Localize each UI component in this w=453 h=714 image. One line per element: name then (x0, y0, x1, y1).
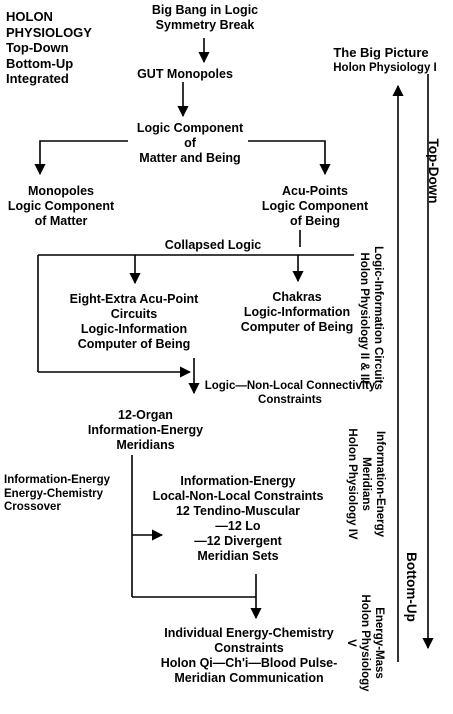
big-picture-label: The Big Picture (333, 45, 429, 60)
node-big-bang: Big Bang in Logic Symmetry Break (151, 3, 259, 32)
meridians-side-label: Information-Energy Meridians Holon Physi… (346, 428, 386, 540)
node-acu-points: Acu-Points Logic Component of Being (261, 184, 369, 228)
node-12-organ-meridians: 12-Organ Information-Energy Meridians (87, 408, 204, 452)
node-individual-constraints: Individual Energy-Chemistry Constraints … (160, 626, 338, 685)
bottom-up-label: Bottom-Up (404, 552, 419, 622)
circuits-side-label: Logic-Information Circuits Holon Physiol… (358, 246, 384, 390)
node-eight-extra: Eight-Extra Acu-Point Circuits Logic-Inf… (69, 292, 199, 351)
node-collapsed-logic: Collapsed Logic (164, 238, 262, 252)
arrow-logic-to-acupoints (248, 140, 331, 176)
node-gut-monopoles: GUT Monopoles (137, 67, 233, 81)
node-info-energy-constraints: Information-Energy Local-Non-Local Const… (152, 474, 324, 563)
node-crossover: Information-Energy Energy-Chemistry Cros… (4, 474, 111, 513)
node-chakras: Chakras Logic-Information Computer of Be… (240, 290, 354, 334)
node-monopoles: Monopoles Logic Component of Matter (7, 184, 115, 228)
top-down-label: Top-Down (426, 138, 441, 204)
energy-mass-side-label: Energy-Mass Holon Physiology V (345, 594, 385, 692)
holon-physiology-1-label: Holon Physiology I (333, 62, 437, 74)
node-nonlocal-connectivity: Logic—Non-Local Connectivity Constraints (204, 380, 376, 406)
holon-physiology-title: HOLON PHYSIOLOGY Top-Down Bottom-Up Inte… (6, 9, 92, 86)
node-logic-component: Logic Component of Matter and Being (136, 121, 244, 165)
arrow-logic-to-monopoles (34, 140, 128, 176)
